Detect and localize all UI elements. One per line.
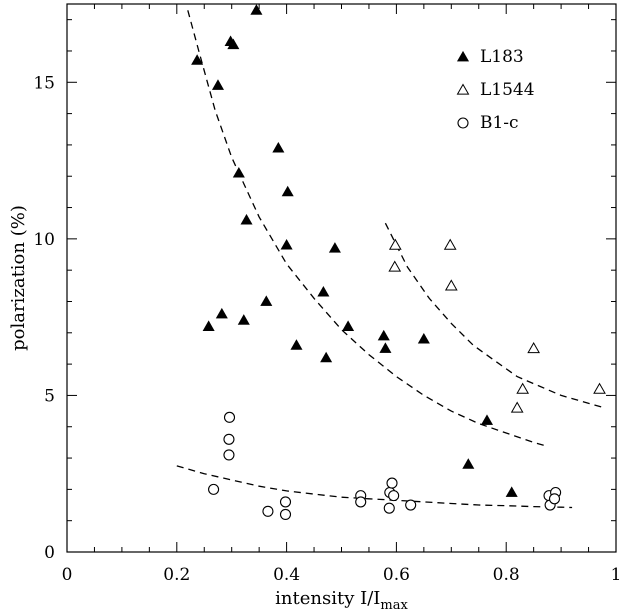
data-point	[232, 166, 245, 178]
data-point	[386, 477, 398, 489]
data-point	[191, 54, 204, 65]
data-point	[317, 285, 330, 297]
data-point	[388, 238, 402, 250]
data-point	[223, 433, 235, 445]
data-point	[260, 295, 273, 306]
data-point	[548, 493, 561, 505]
data-point	[223, 449, 235, 461]
data-point	[388, 490, 400, 502]
data-point	[320, 351, 333, 363]
series-b1-c	[208, 411, 562, 520]
x-axis-label-subscript: max	[380, 598, 408, 610]
data-point	[383, 502, 395, 514]
legend-label: L1544	[480, 80, 535, 100]
x-tick-label: 1	[611, 565, 622, 585]
x-tick-label: 0.2	[163, 565, 190, 585]
y-tick-label: 5	[44, 386, 55, 406]
legend-marker	[456, 83, 470, 95]
data-point	[262, 505, 274, 517]
data-point	[505, 486, 518, 497]
data-point	[211, 79, 224, 90]
y-tick-label: 0	[44, 543, 55, 563]
series-l1544	[388, 238, 606, 413]
data-point	[417, 332, 430, 344]
data-point	[237, 314, 250, 325]
x-tick-label: 0.4	[273, 565, 300, 585]
x-tick-label: 0.8	[493, 565, 520, 585]
data-point	[250, 4, 263, 15]
legend-marker	[456, 50, 470, 62]
series-l183	[191, 4, 518, 497]
data-point	[202, 320, 215, 331]
data-point	[328, 242, 341, 253]
data-points	[191, 4, 606, 520]
data-point	[280, 239, 293, 250]
data-point	[462, 458, 475, 469]
data-point	[208, 483, 220, 495]
legend-label: B1-c	[480, 113, 519, 133]
x-axis-label: intensity I/Imax	[275, 588, 408, 610]
data-point	[227, 38, 240, 50]
data-point	[279, 508, 292, 520]
data-point	[379, 342, 392, 353]
data-point	[443, 238, 457, 250]
y-tick-label: 10	[33, 230, 55, 250]
legend: L183 L1544 B1-c	[456, 47, 535, 133]
fit-curve	[384, 222, 606, 409]
data-point	[342, 320, 355, 331]
data-point	[240, 213, 253, 225]
data-point	[516, 382, 530, 394]
y-tick-label: 15	[33, 73, 55, 93]
fit-curves	[176, 10, 606, 509]
data-point	[388, 260, 402, 272]
data-point	[290, 339, 303, 350]
legend-marker	[457, 117, 469, 129]
x-axis-label-main: intensity I/I	[275, 588, 380, 609]
data-point	[593, 382, 606, 394]
x-tick-label: 0.6	[383, 565, 410, 585]
x-tick-label: 0	[62, 565, 73, 585]
legend-label: L183	[480, 47, 524, 67]
data-point	[510, 401, 524, 413]
data-point	[281, 185, 294, 197]
data-point	[279, 496, 292, 508]
data-point	[480, 414, 494, 425]
data-point	[377, 329, 390, 341]
fit-curve	[176, 465, 573, 509]
data-point	[444, 279, 458, 291]
data-point	[355, 496, 367, 508]
y-axis-label: polarization (%)	[8, 205, 29, 351]
data-point	[272, 141, 285, 153]
fit-curve	[187, 10, 545, 447]
data-point	[215, 307, 228, 319]
data-point	[527, 341, 541, 354]
data-point	[405, 499, 417, 511]
data-point	[223, 411, 236, 423]
